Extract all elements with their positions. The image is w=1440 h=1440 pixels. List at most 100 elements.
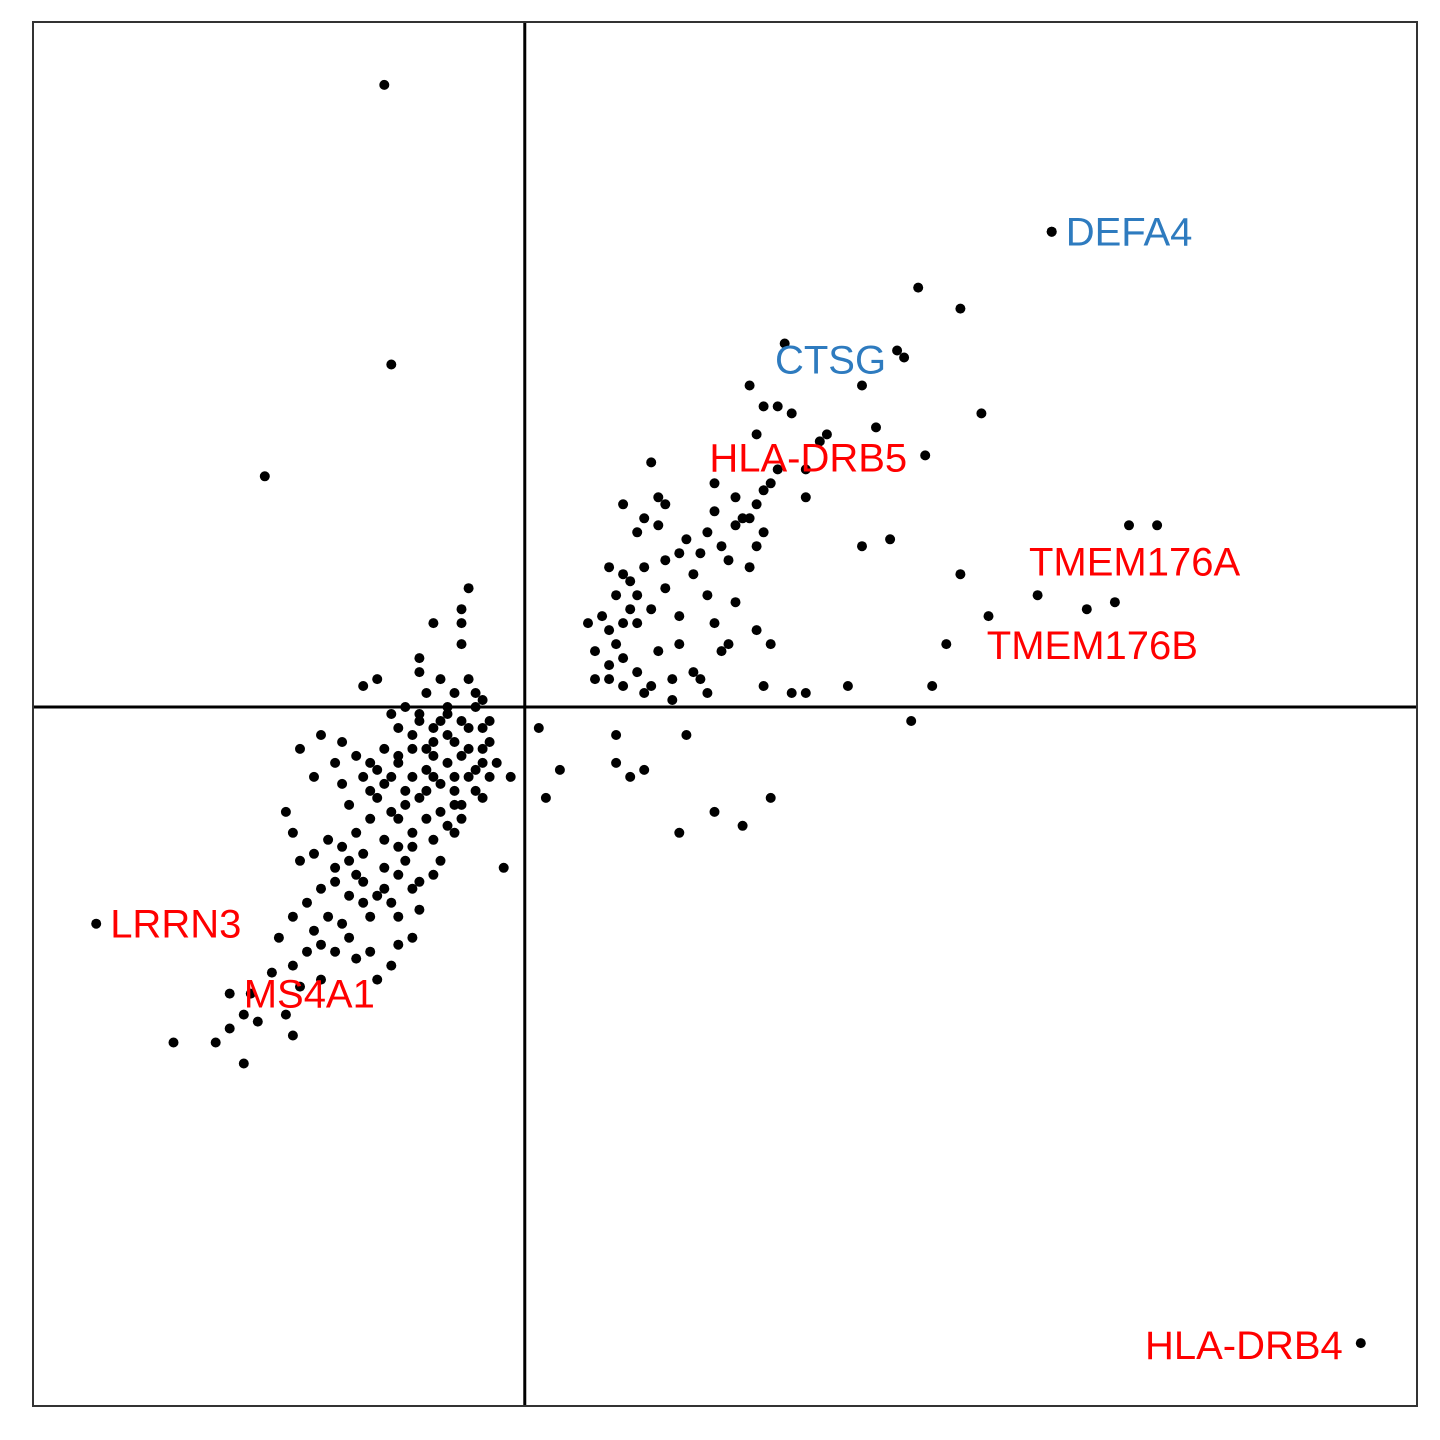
data-point: [786, 688, 797, 698]
data-point: [639, 764, 650, 775]
data-point: [590, 646, 600, 657]
data-point: [393, 869, 404, 880]
data-point: [330, 946, 341, 957]
data-point: [344, 932, 355, 943]
data-point: [800, 688, 811, 698]
data-point: [428, 750, 439, 761]
data-point: [287, 827, 298, 838]
data-point: [470, 785, 481, 796]
data-point: [1109, 597, 1120, 608]
label-ms4a1: MS4A1: [244, 973, 375, 1017]
data-point: [449, 785, 460, 796]
data-point: [309, 848, 319, 859]
labeled-point-hla-drb5: [920, 450, 931, 461]
data-point: [266, 967, 277, 978]
data-point: [358, 876, 369, 887]
data-point: [238, 1058, 249, 1069]
data-point: [273, 932, 284, 943]
data-point: [421, 743, 432, 754]
data-point: [674, 611, 685, 622]
data-point: [323, 911, 334, 922]
data-point: [435, 778, 446, 789]
data-point: [456, 716, 467, 726]
label-tmem176a: TMEM176A: [1029, 540, 1240, 584]
data-point: [632, 590, 643, 601]
data-point: [927, 681, 938, 691]
data-point: [435, 855, 446, 866]
data-point: [309, 771, 319, 782]
data-point: [772, 464, 783, 475]
data-point: [463, 743, 474, 754]
data-point: [210, 1037, 221, 1048]
data-point: [344, 890, 355, 901]
data-point: [744, 380, 755, 391]
data-point: [379, 862, 390, 873]
data-point: [372, 890, 383, 901]
data-point: [435, 674, 446, 685]
data-point: [674, 827, 685, 838]
data-point: [365, 911, 376, 922]
data-point: [344, 799, 355, 810]
data-point: [414, 876, 425, 887]
data-point: [351, 869, 362, 880]
data-point: [302, 897, 312, 908]
labeled-point-ms4a1: [224, 988, 235, 999]
data-point: [316, 883, 326, 894]
data-point: [604, 660, 615, 671]
labeled-point-ctsg: [899, 352, 910, 363]
data-point: [477, 757, 488, 768]
data-point: [702, 590, 713, 601]
data-point: [751, 429, 762, 440]
data-point: [1152, 520, 1163, 531]
data-point: [800, 492, 811, 503]
data-point: [442, 709, 453, 719]
data-point: [337, 918, 348, 929]
data-point: [393, 750, 404, 761]
data-point: [653, 646, 664, 657]
labeled-point-lrrn3: [91, 918, 102, 929]
data-point: [386, 359, 397, 370]
data-point: [252, 1016, 263, 1027]
data-point: [428, 771, 439, 782]
data-point: [330, 757, 341, 768]
data-point: [295, 855, 305, 866]
data-point: [245, 988, 256, 999]
data-point: [435, 716, 446, 726]
data-point: [168, 1037, 179, 1048]
labeled-point-defa4: [1046, 226, 1057, 237]
data-point: [428, 737, 439, 747]
data-point: [449, 737, 460, 747]
data-point: [287, 1030, 298, 1041]
data-point: [744, 513, 755, 524]
data-point: [716, 646, 727, 657]
data-point: [611, 757, 622, 768]
data-point: [688, 667, 699, 678]
data-point: [821, 429, 832, 440]
data-point: [414, 653, 425, 664]
data-point: [751, 499, 762, 510]
data-point: [477, 792, 488, 803]
data-point: [892, 345, 903, 356]
labeled-point-tmem176b: [1081, 604, 1092, 615]
data-point: [871, 422, 881, 433]
data-point: [604, 625, 615, 636]
data-point: [477, 743, 488, 754]
data-point: [407, 883, 418, 894]
data-point: [955, 303, 966, 314]
data-point: [407, 730, 418, 740]
data-point: [337, 737, 348, 747]
data-point: [393, 939, 404, 950]
data-point: [351, 750, 362, 761]
data-point: [653, 492, 664, 503]
data-point: [393, 723, 404, 733]
data-point: [323, 834, 334, 845]
reference-lines: [33, 22, 1417, 1406]
data-point: [316, 730, 326, 740]
data-point: [414, 667, 425, 678]
data-point: [484, 737, 495, 747]
data-point: [554, 764, 565, 775]
data-point: [309, 925, 319, 936]
data-point: [674, 639, 685, 650]
data-point: [456, 604, 467, 615]
data-point: [393, 911, 404, 922]
